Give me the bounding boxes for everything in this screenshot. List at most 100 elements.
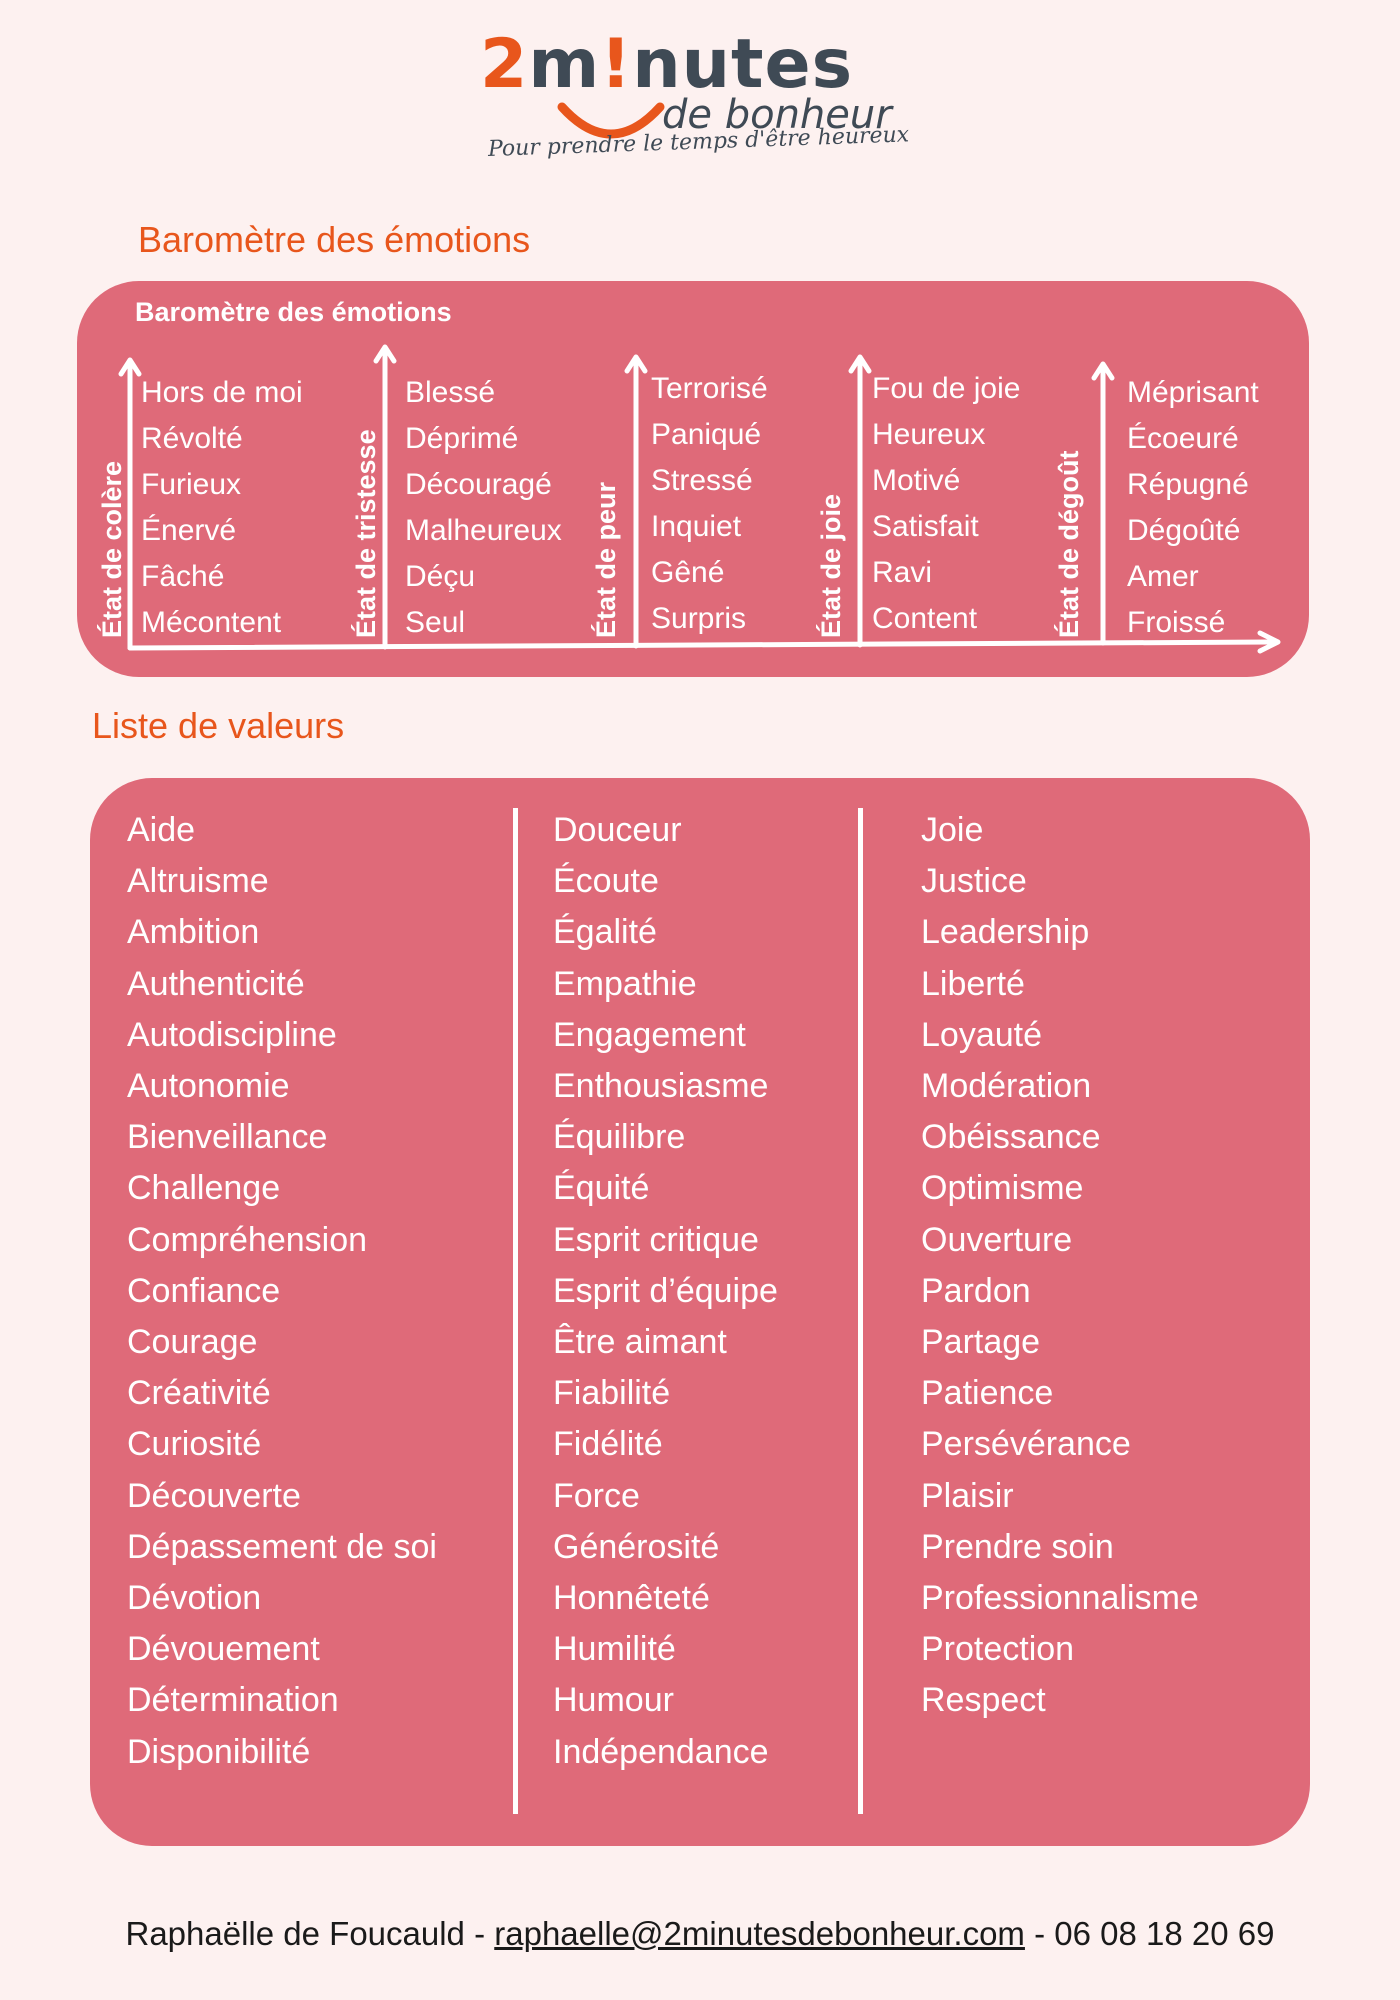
footer-phone: 06 08 18 20 69	[1054, 1915, 1275, 1952]
axis-arrow-colere	[118, 357, 142, 651]
state-label-tristesse: État de tristesse	[351, 429, 381, 638]
value-item: Ouverture	[921, 1220, 1073, 1259]
emotion-item: Furieux	[141, 468, 242, 501]
axis-arrow-degout	[1091, 361, 1115, 646]
value-item: Professionnalisme	[921, 1579, 1199, 1618]
value-item: Loyauté	[921, 1015, 1042, 1054]
value-item: Pardon	[921, 1271, 1031, 1310]
state-label-degout: État de dégoût	[1054, 450, 1084, 639]
value-item: Douceur	[553, 811, 682, 849]
logo-subtitle: de bonheur	[662, 92, 892, 138]
axis-arrow-peur	[624, 354, 648, 649]
value-item: Équité	[553, 1169, 650, 1208]
values-column-3: Joie Justice Leadership Liberté Loyauté …	[921, 805, 1199, 1727]
emotion-item: Déprimé	[405, 422, 519, 455]
value-item: Ambition	[127, 913, 260, 952]
value-item: Équilibre	[553, 1118, 686, 1157]
emotion-list-degout: Méprisant Écoeuré Répugné Dégoûté Amer F…	[1127, 370, 1259, 646]
emotion-item: Déçu	[405, 560, 476, 593]
footer-name: Raphaëlle de Foucauld	[125, 1915, 465, 1952]
footer-separator: -	[464, 1915, 495, 1952]
value-item: Être aimant	[553, 1323, 727, 1362]
value-item: Écoute	[553, 862, 659, 901]
value-item: Créativité	[127, 1374, 271, 1413]
value-item: Challenge	[127, 1169, 281, 1208]
footer-contact: Raphaëlle de Foucauld - raphaelle@2minut…	[0, 1915, 1400, 1953]
emotion-item: Énervé	[141, 514, 237, 547]
value-item: Compréhension	[127, 1220, 368, 1259]
value-item: Disponibilité	[127, 1732, 311, 1771]
state-label-colere: État de colère	[97, 460, 127, 638]
value-item: Dévouement	[127, 1630, 320, 1669]
emotion-item: Hors de moi	[141, 376, 303, 409]
axis-arrow-tristesse	[373, 344, 397, 650]
value-item: Curiosité	[127, 1425, 262, 1464]
emotion-item: Méprisant	[1127, 376, 1259, 409]
value-item: Humilité	[553, 1630, 676, 1669]
column-divider-2	[858, 808, 863, 1814]
values-section-title: Liste de valeurs	[92, 705, 345, 746]
barometer-section-title: Baromètre des émotions	[138, 219, 531, 260]
emotion-item: Froissé	[1127, 606, 1226, 639]
value-item: Joie	[921, 811, 984, 849]
value-item: Obéissance	[921, 1118, 1101, 1157]
value-item: Persévérance	[921, 1425, 1131, 1464]
value-item: Autodiscipline	[127, 1015, 337, 1054]
value-item: Leadership	[921, 913, 1090, 952]
emotion-item: Répugné	[1127, 468, 1249, 501]
value-item: Autonomie	[127, 1067, 290, 1106]
value-item: Enthousiasme	[553, 1067, 769, 1106]
emotion-item: Fou de joie	[872, 372, 1021, 405]
value-item: Engagement	[553, 1015, 746, 1054]
emotion-item: Surpris	[651, 602, 747, 635]
value-item: Aide	[127, 811, 196, 849]
value-item: Bienveillance	[127, 1118, 328, 1157]
value-item: Authenticité	[127, 964, 305, 1003]
emotion-item: Heureux	[872, 418, 986, 451]
column-divider-1	[513, 808, 518, 1814]
values-column-1: Aide Altruisme Ambition Authenticité Aut…	[127, 805, 437, 1778]
logo-two: 2	[480, 25, 529, 104]
value-item: Patience	[921, 1374, 1054, 1413]
emotion-list-colere: Hors de moi Révolté Furieux Énervé Fâché…	[141, 370, 303, 646]
value-item: Protection	[921, 1630, 1075, 1669]
value-item: Esprit critique	[553, 1220, 759, 1259]
emotion-list-joie: Fou de joie Heureux Motivé Satisfait Rav…	[872, 366, 1020, 642]
emotion-list-peur: Terrorisé Paniqué Stressé Inquiet Gêné S…	[651, 366, 768, 642]
value-item: Liberté	[921, 964, 1025, 1003]
value-item: Découverte	[127, 1476, 301, 1515]
value-item: Égalité	[553, 913, 657, 952]
value-item: Prendre soin	[921, 1527, 1114, 1566]
state-label-joie: État de joie	[816, 493, 846, 638]
value-item: Plaisir	[921, 1476, 1014, 1515]
smile-icon	[557, 102, 665, 139]
emotion-list-tristesse: Blessé Déprimé Découragé Malheureux Déçu…	[405, 370, 562, 646]
logo-bang: !	[600, 25, 633, 104]
value-item: Confiance	[127, 1271, 281, 1310]
emotion-item: Dégoûté	[1127, 514, 1241, 547]
logo-wordmark: 2m!nutes	[480, 25, 853, 105]
value-item: Partage	[921, 1323, 1041, 1362]
emotion-item: Seul	[405, 606, 466, 639]
value-item: Humour	[553, 1681, 674, 1720]
emotion-item: Stressé	[651, 464, 753, 497]
emotion-item: Satisfait	[872, 510, 979, 543]
emotion-item: Malheureux	[405, 514, 562, 547]
values-panel	[90, 778, 1310, 1846]
footer-separator: -	[1024, 1915, 1055, 1952]
emotion-item: Blessé	[405, 376, 496, 409]
footer-email-link[interactable]: raphaelle@2minutesdebonheur.com	[494, 1915, 1025, 1952]
emotion-item: Amer	[1127, 560, 1199, 593]
value-item: Fiabilité	[553, 1374, 671, 1413]
emotion-item: Motivé	[872, 464, 961, 497]
emotion-item: Révolté	[141, 422, 243, 455]
value-item: Modération	[921, 1067, 1092, 1106]
brand-logo: 2m!nutes de bonheur Pour prendre le temp…	[470, 25, 930, 185]
value-item: Générosité	[553, 1527, 720, 1566]
values-column-2: Douceur Écoute Égalité Empathie Engageme…	[553, 805, 778, 1778]
emotion-item: Mécontent	[141, 606, 282, 639]
value-item: Justice	[921, 862, 1027, 901]
emotion-item: Terrorisé	[651, 372, 768, 405]
emotion-item: Fâché	[141, 560, 225, 593]
emotion-item: Ravi	[872, 556, 933, 589]
